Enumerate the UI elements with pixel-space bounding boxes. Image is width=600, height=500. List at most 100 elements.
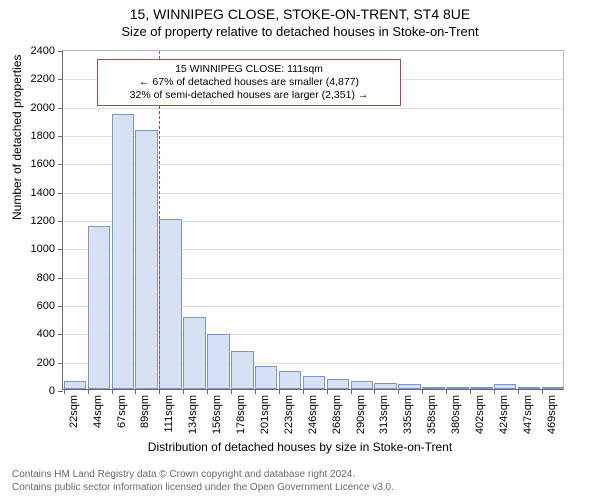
histogram-bar: [183, 317, 205, 389]
histogram-bar: [351, 381, 373, 390]
xtick-mark: [470, 389, 471, 394]
ytick-mark: [58, 363, 63, 364]
page-subtitle: Size of property relative to detached ho…: [0, 24, 600, 40]
xtick-label: 246sqm: [307, 395, 319, 445]
xtick-label: 268sqm: [331, 395, 343, 445]
histogram-bar: [494, 384, 516, 389]
ytick-label: 1400: [15, 187, 55, 199]
xtick-label: 201sqm: [259, 395, 271, 445]
ytick-mark: [58, 79, 63, 80]
xtick-mark: [303, 389, 304, 394]
ytick-label: 1000: [15, 243, 55, 255]
histogram-bar: [470, 387, 492, 389]
xtick-label: 134sqm: [187, 395, 199, 445]
histogram-bar: [255, 366, 277, 389]
xtick-label: 447sqm: [522, 395, 534, 445]
xtick-mark: [135, 389, 136, 394]
xtick-mark: [159, 389, 160, 394]
histogram-chart: 0200400600800100012001400160018002000220…: [62, 50, 564, 390]
histogram-bar: [112, 114, 134, 389]
page-title: 15, WINNIPEG CLOSE, STOKE-ON-TRENT, ST4 …: [0, 6, 600, 24]
ytick-label: 800: [15, 272, 55, 284]
ytick-mark: [58, 51, 63, 52]
xtick-label: 156sqm: [211, 395, 223, 445]
histogram-bar: [135, 130, 157, 389]
xtick-label: 290sqm: [355, 395, 367, 445]
xtick-mark: [351, 389, 352, 394]
histogram-bar: [542, 387, 564, 389]
xtick-mark: [398, 389, 399, 394]
ytick-mark: [58, 278, 63, 279]
ytick-mark: [58, 249, 63, 250]
xtick-label: 44sqm: [92, 395, 104, 445]
histogram-bar: [303, 376, 325, 389]
histogram-bar: [159, 219, 181, 389]
xtick-mark: [88, 389, 89, 394]
xtick-mark: [64, 389, 65, 394]
ytick-mark: [58, 164, 63, 165]
histogram-bar: [422, 387, 444, 389]
attribution-text: Contains HM Land Registry data © Crown c…: [12, 469, 394, 494]
xtick-label: 380sqm: [450, 395, 462, 445]
annotation-line: 32% of semi-detached houses are larger (…: [104, 89, 394, 102]
xtick-mark: [327, 389, 328, 394]
xtick-mark: [279, 389, 280, 394]
xtick-mark: [112, 389, 113, 394]
ytick-mark: [58, 193, 63, 194]
attribution-line: Contains public sector information licen…: [12, 482, 394, 495]
xtick-label: 358sqm: [426, 395, 438, 445]
xtick-label: 67sqm: [116, 395, 128, 445]
xtick-mark: [374, 389, 375, 394]
gridline: [63, 108, 563, 109]
xtick-label: 424sqm: [498, 395, 510, 445]
histogram-bar: [327, 379, 349, 389]
histogram-bar: [279, 371, 301, 389]
ytick-mark: [58, 391, 63, 392]
ytick-label: 2200: [15, 73, 55, 85]
xtick-label: 313sqm: [378, 395, 390, 445]
histogram-bar: [446, 387, 468, 389]
xtick-mark: [207, 389, 208, 394]
xtick-label: 111sqm: [163, 395, 175, 445]
ytick-label: 600: [15, 300, 55, 312]
xtick-label: 22sqm: [68, 395, 80, 445]
ytick-label: 2000: [15, 102, 55, 114]
ytick-mark: [58, 136, 63, 137]
xtick-label: 402sqm: [474, 395, 486, 445]
histogram-bar: [88, 226, 110, 389]
xtick-mark: [422, 389, 423, 394]
xtick-label: 89sqm: [139, 395, 151, 445]
xtick-mark: [183, 389, 184, 394]
xtick-mark: [518, 389, 519, 394]
ytick-label: 1600: [15, 158, 55, 170]
annotation-line: ← 67% of detached houses are smaller (4,…: [104, 76, 394, 89]
xtick-label: 469sqm: [546, 395, 558, 445]
annotation-box: 15 WINNIPEG CLOSE: 111sqm← 67% of detach…: [97, 59, 401, 106]
ytick-mark: [58, 334, 63, 335]
histogram-bar: [231, 351, 253, 389]
histogram-bar: [207, 334, 229, 389]
ytick-label: 1800: [15, 130, 55, 142]
xtick-mark: [446, 389, 447, 394]
ytick-label: 200: [15, 357, 55, 369]
histogram-bar: [374, 383, 396, 389]
plot-area: 0200400600800100012001400160018002000220…: [62, 50, 564, 390]
xtick-mark: [542, 389, 543, 394]
histogram-bar: [64, 381, 86, 390]
histogram-bar: [398, 384, 420, 389]
histogram-bar: [518, 387, 540, 389]
ytick-label: 400: [15, 328, 55, 340]
xtick-label: 335sqm: [402, 395, 414, 445]
xtick-mark: [255, 389, 256, 394]
ytick-mark: [58, 221, 63, 222]
xtick-mark: [494, 389, 495, 394]
ytick-mark: [58, 108, 63, 109]
ytick-mark: [58, 306, 63, 307]
xtick-label: 178sqm: [235, 395, 247, 445]
x-axis-title: Distribution of detached houses by size …: [0, 440, 600, 454]
xtick-label: 223sqm: [283, 395, 295, 445]
xtick-mark: [231, 389, 232, 394]
ytick-label: 0: [15, 385, 55, 397]
ytick-label: 1200: [15, 215, 55, 227]
attribution-line: Contains HM Land Registry data © Crown c…: [12, 469, 394, 482]
